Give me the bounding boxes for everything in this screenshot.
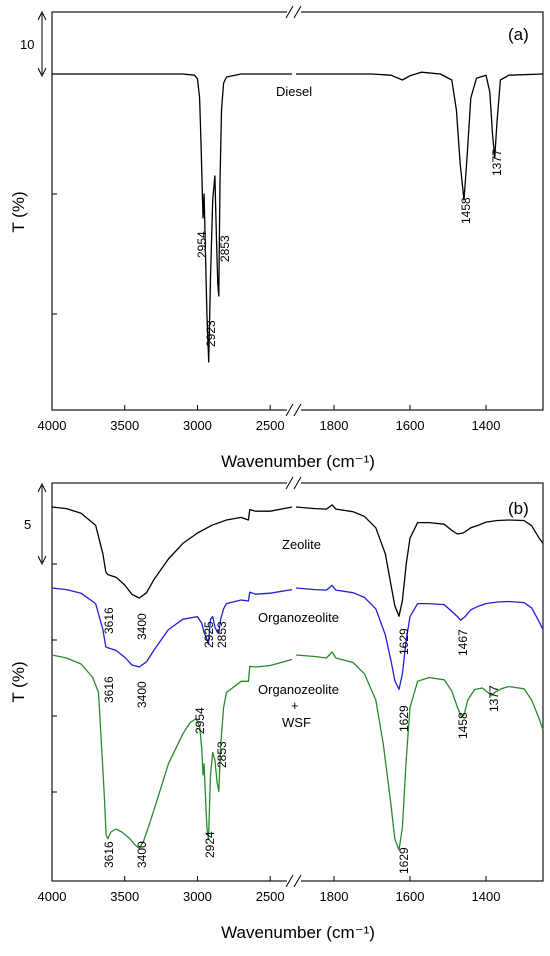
x-tick-label: 3500	[110, 889, 139, 904]
panel-a-series	[52, 71, 544, 363]
series-label-zeolite: Zeolite	[282, 537, 321, 552]
peak-label: 2954	[193, 707, 207, 734]
panel-b-axis-break-bottom	[285, 874, 302, 888]
panel-b-y-axis-label: T (%)	[9, 661, 28, 702]
scale-bar-b-arrow-bottom	[37, 555, 47, 566]
series-line-zeolite-right	[295, 504, 544, 617]
x-tick-label: 1600	[396, 418, 425, 433]
x-tick-label: 2500	[256, 418, 285, 433]
x-tick-label: 1400	[472, 418, 501, 433]
scale-bar-a-arrow-bottom	[37, 67, 47, 78]
panel-a-axis-break-top	[285, 5, 302, 19]
series-line-organozeolite-right	[295, 584, 544, 691]
x-tick-label: 1400	[472, 889, 501, 904]
panel-b: (b) 5 4000 3500 3000 2500 1800 1600 1400 Zeoli…	[9, 476, 544, 942]
panel-a-axis-break-bottom	[285, 403, 302, 417]
panel-b-axis-break-top	[285, 476, 302, 490]
x-tick-label: 2500	[256, 889, 285, 904]
panel-b-x-axis-label: Wavenumber (cm⁻¹)	[221, 923, 375, 942]
panel-a-scale-bar: 10	[20, 10, 47, 78]
panel-a-label: (a)	[508, 25, 529, 44]
peak-label: 3616	[102, 607, 116, 634]
peak-label: 1458	[459, 197, 473, 224]
peak-label: 1467	[456, 629, 470, 656]
peak-label: 1629	[397, 628, 411, 655]
scale-bar-b-arrow-top	[37, 482, 47, 493]
x-tick-label: 4000	[38, 889, 67, 904]
panel-a-x-axis-label: Wavenumber (cm⁻¹)	[221, 452, 375, 471]
peak-label: 2853	[218, 235, 232, 262]
peak-label: 3616	[102, 676, 116, 703]
panel-b-x-ticks: 4000 3500 3000 2500 1800 1600 1400	[38, 876, 501, 904]
panel-b-label: (b)	[508, 499, 529, 518]
panel-a: (a) 10 4000 3500 3000 2500 1800 1600 1400 Dies…	[9, 5, 544, 471]
peak-label: 1377	[490, 149, 504, 176]
peak-label: 2923	[204, 320, 218, 347]
x-tick-label: 3500	[110, 418, 139, 433]
series-label-organozeolite: Organozeolite	[258, 610, 339, 625]
peak-label: 2925	[202, 621, 216, 648]
x-tick-label: 1600	[396, 889, 425, 904]
series-label-plus: +	[291, 698, 299, 713]
x-tick-label: 3000	[183, 418, 212, 433]
scale-bar-a-value: 10	[20, 37, 34, 52]
scale-bar-b-value: 5	[24, 517, 31, 532]
series-label-wsf: WSF	[282, 715, 311, 730]
x-tick-label: 3000	[183, 889, 212, 904]
panel-a-x-ticks: 4000 3500 3000 2500 1800 1600 1400	[38, 405, 501, 433]
series-line-diesel-right	[296, 71, 544, 201]
x-tick-label: 1800	[320, 889, 349, 904]
peak-label: 1629	[397, 705, 411, 732]
panel-b-scale-bar: 5	[24, 482, 47, 566]
peak-label: 1458	[456, 712, 470, 739]
peak-label: 2954	[195, 231, 209, 258]
panel-b-series	[51, 504, 544, 851]
peak-label: 2853	[215, 621, 229, 648]
peak-label: 3400	[135, 841, 149, 868]
series-line-diesel-left	[52, 73, 292, 363]
peak-label: 2853	[215, 741, 229, 768]
x-tick-label: 1800	[320, 418, 349, 433]
peak-label: 3616	[102, 841, 116, 868]
series-line-organozeolite-wsf-right	[295, 651, 544, 851]
scale-bar-a-arrow-top	[37, 10, 47, 21]
x-tick-label: 4000	[38, 418, 67, 433]
peak-label: 3400	[135, 613, 149, 640]
series-line-organozeolite-left	[51, 587, 293, 668]
series-line-organozeolite-wsf-left	[51, 654, 293, 850]
peak-label: 2924	[203, 831, 217, 858]
panel-a-y-axis-label: T (%)	[9, 191, 28, 232]
series-label-organozeolite-wsf: Organozeolite	[258, 682, 339, 697]
peak-label: 1377	[487, 685, 501, 712]
peak-label: 3400	[135, 681, 149, 708]
series-line-zeolite-left	[51, 506, 293, 599]
series-label-diesel: Diesel	[276, 84, 312, 99]
peak-label: 1629	[397, 847, 411, 874]
